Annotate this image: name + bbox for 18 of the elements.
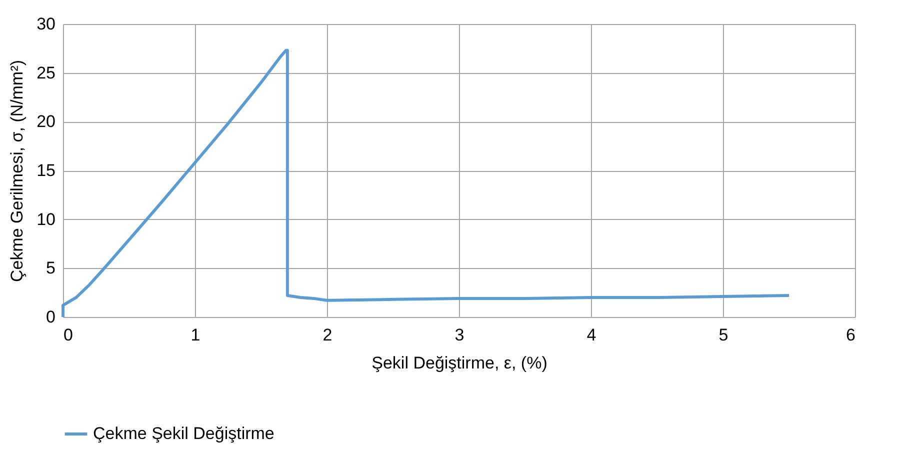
x-tick-label: 4: [586, 326, 596, 344]
y-tick-label: 0: [46, 308, 56, 326]
y-tick-label: 25: [36, 63, 56, 82]
x-tick-label: 2: [322, 326, 332, 344]
legend-label: Çekme Şekil Değiştirme: [93, 424, 274, 443]
y-tick-label: 10: [36, 210, 56, 229]
x-tick-label: 0: [64, 326, 73, 344]
y-tick-label: 30: [36, 14, 56, 34]
x-tick-label: 3: [454, 326, 464, 344]
x-axis-title: Şekil Değiştirme, ε, (%): [372, 354, 548, 372]
y-tick-label: 15: [36, 161, 56, 180]
line-series: [62, 48, 790, 318]
y-tick-label: 5: [46, 258, 56, 278]
y-axis-title: Çekme Gerilmesi, σ, (N/mm²): [8, 60, 27, 282]
y-tick-label: 20: [36, 112, 56, 132]
x-tick-label: 5: [718, 326, 728, 344]
x-tick-label: 1: [190, 326, 200, 344]
x-tick-label: 6: [846, 326, 856, 344]
